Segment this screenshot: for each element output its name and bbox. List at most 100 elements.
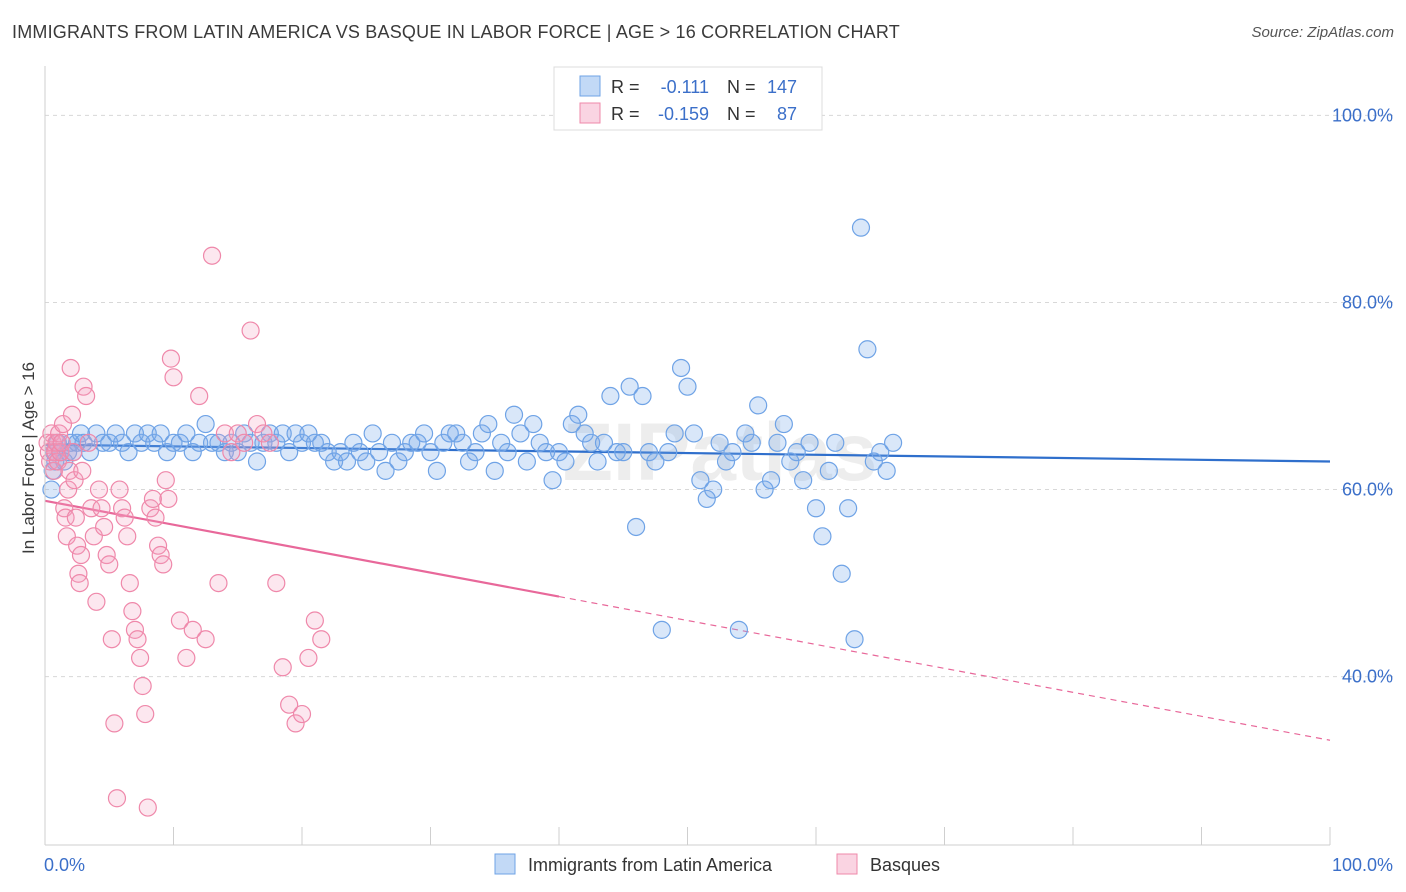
point-basques	[110, 480, 129, 499]
legend-r-value: -0.159	[658, 104, 709, 124]
point-basques	[100, 555, 119, 574]
point-latin-america	[537, 443, 556, 462]
point-basques	[133, 676, 152, 696]
legend-series-label: Immigrants from Latin America	[528, 855, 773, 875]
legend-n-value: 147	[767, 77, 797, 97]
point-basques	[267, 573, 286, 593]
point-latin-america	[145, 433, 164, 452]
point-basques	[118, 527, 137, 546]
point-latin-america	[742, 433, 761, 452]
point-latin-america	[74, 433, 93, 452]
point-latin-america	[357, 452, 376, 471]
point-latin-america	[832, 564, 851, 583]
point-basques	[280, 695, 299, 714]
point-latin-america	[607, 443, 626, 462]
legend-swatch	[579, 102, 601, 124]
point-latin-america	[427, 461, 447, 480]
point-latin-america	[138, 424, 157, 443]
stats-legend: R = -0.111 N = 147 R = -0.159 N = 87	[553, 66, 823, 131]
point-latin-america	[350, 443, 369, 462]
point-latin-america	[247, 452, 267, 471]
point-basques	[222, 443, 241, 462]
point-latin-america	[125, 424, 145, 443]
point-latin-america	[363, 424, 382, 443]
point-basques	[107, 789, 127, 808]
point-latin-america	[652, 620, 671, 639]
point-latin-america	[440, 424, 459, 443]
point-latin-america	[331, 443, 350, 462]
point-latin-america	[749, 396, 768, 415]
point-latin-america	[768, 433, 787, 452]
point-basques	[73, 461, 92, 480]
legend-series-swatch	[494, 853, 516, 875]
point-basques	[164, 368, 183, 387]
point-basques	[123, 602, 142, 621]
point-basques	[59, 480, 78, 499]
point-latin-america	[736, 424, 755, 443]
point-latin-america	[858, 340, 877, 359]
point-latin-america	[813, 527, 832, 546]
point-latin-america	[729, 620, 749, 639]
point-basques	[92, 499, 111, 518]
point-basques	[299, 648, 318, 668]
trend-line	[44, 443, 1331, 463]
point-basques	[56, 508, 75, 527]
point-latin-america	[196, 414, 215, 434]
point-latin-america	[620, 377, 639, 396]
trend-lines	[44, 443, 1331, 741]
point-basques	[209, 573, 228, 593]
point-latin-america	[492, 433, 511, 452]
point-basques	[105, 714, 124, 733]
point-basques	[82, 499, 101, 518]
point-latin-america	[119, 443, 138, 462]
point-latin-america	[87, 424, 106, 443]
source-label: Source: ZipAtlas.com	[1251, 24, 1394, 41]
point-basques	[143, 489, 163, 509]
point-latin-america	[588, 452, 607, 471]
point-latin-america	[286, 424, 305, 443]
point-basques	[202, 246, 222, 265]
point-basques	[161, 349, 181, 368]
point-latin-america	[678, 377, 697, 396]
point-basques	[70, 573, 89, 593]
point-basques	[51, 443, 70, 462]
y-tick-label: 80.0%	[1342, 292, 1393, 312]
chart-title: IMMIGRANTS FROM LATIN AMERICA VS BASQUE …	[12, 22, 900, 42]
legend-swatch	[579, 75, 601, 97]
point-basques	[241, 321, 260, 340]
point-basques	[154, 555, 173, 574]
point-latin-america	[794, 471, 813, 490]
point-latin-america	[267, 433, 286, 452]
point-latin-america	[504, 405, 524, 424]
point-basques	[260, 433, 279, 452]
point-basques	[102, 630, 121, 649]
point-basques	[84, 527, 103, 546]
point-latin-america	[280, 443, 299, 462]
point-basques	[130, 648, 150, 668]
point-latin-america	[132, 433, 151, 452]
point-latin-america	[414, 424, 434, 443]
point-latin-america	[530, 433, 549, 452]
axes: 0.0% 100.0%	[44, 66, 1393, 875]
point-latin-america	[774, 414, 793, 434]
point-latin-america	[312, 433, 331, 452]
point-basques	[228, 424, 247, 443]
point-basques	[128, 630, 147, 649]
legend-n-label: N =	[727, 104, 756, 124]
point-latin-america	[273, 424, 292, 443]
point-basques	[68, 536, 87, 555]
y-tick-label: 100.0%	[1332, 105, 1393, 125]
point-basques	[120, 573, 139, 593]
point-latin-america	[755, 480, 774, 499]
x-tick-label: 0.0%	[44, 855, 85, 875]
point-latin-america	[421, 443, 440, 462]
point-basques	[77, 386, 96, 406]
point-latin-america	[453, 433, 472, 452]
point-latin-america	[177, 424, 196, 443]
point-latin-america	[485, 461, 504, 480]
point-basques	[79, 433, 98, 452]
point-latin-america	[170, 433, 190, 452]
legend-r-label: R =	[611, 77, 640, 97]
point-latin-america	[569, 405, 588, 424]
